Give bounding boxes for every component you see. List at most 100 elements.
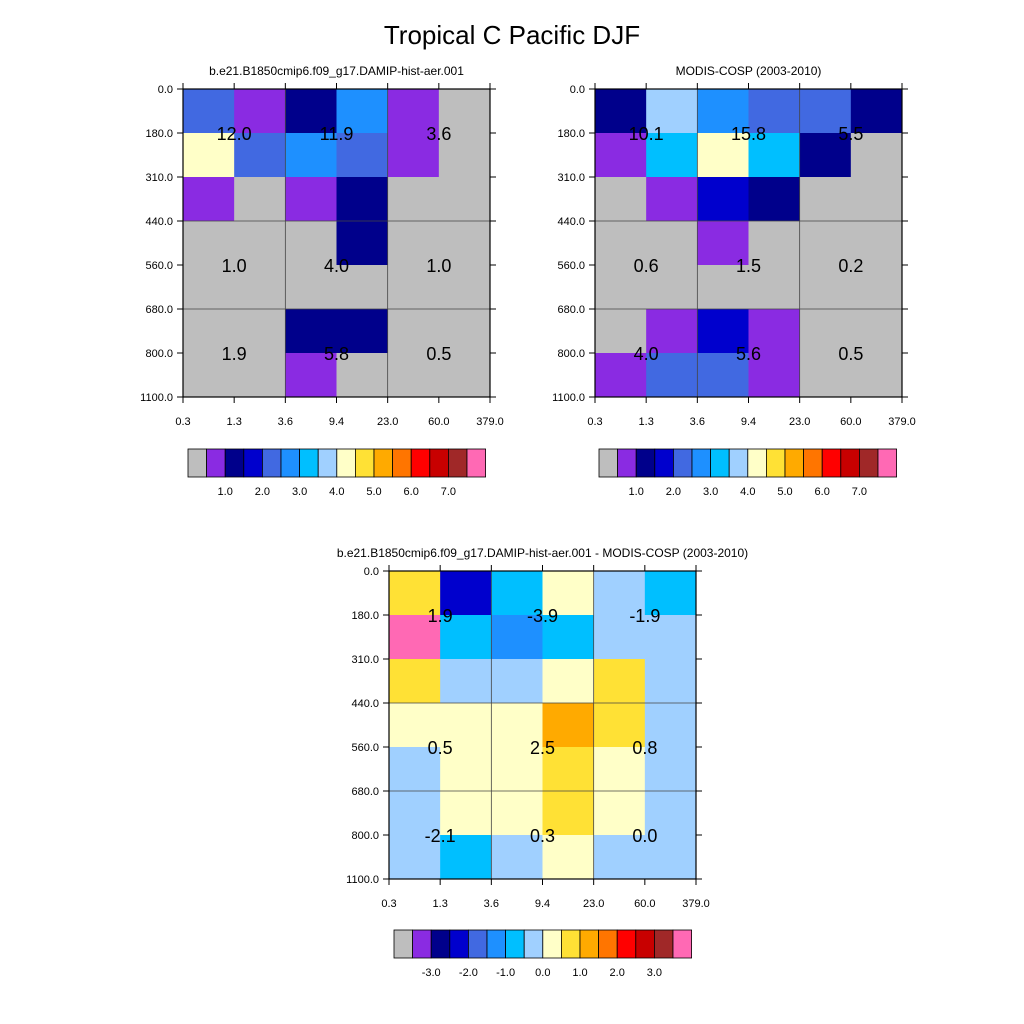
cell-value-label: 0.5 xyxy=(838,344,863,364)
cell-value-label: 1.0 xyxy=(426,256,451,276)
heatmap-cell xyxy=(593,571,646,616)
heatmap-cell xyxy=(850,353,903,398)
heatmap-cell xyxy=(646,221,698,266)
colorbar-label: 1.0 xyxy=(572,967,587,979)
colorbar-label: 3.0 xyxy=(292,486,307,498)
cell-value-label: 0.5 xyxy=(428,738,453,758)
heatmap-cell xyxy=(440,615,492,660)
y-tick-label: 560.0 xyxy=(145,260,173,272)
y-tick-label: 310.0 xyxy=(557,172,585,184)
heatmap-cell xyxy=(799,89,852,134)
heatmap-cell xyxy=(491,703,543,748)
x-tick-label: 3.6 xyxy=(278,416,293,428)
cell-value-label: 5.5 xyxy=(838,124,863,144)
heatmap-cell xyxy=(387,309,440,354)
cell-value-label: 4.0 xyxy=(324,256,349,276)
heatmap-cell xyxy=(438,89,491,134)
heatmap-cell xyxy=(850,221,903,266)
heatmap-cell xyxy=(285,309,337,354)
colorbar-label: 5.0 xyxy=(366,486,381,498)
heatmap-cell xyxy=(389,571,441,616)
x-tick-label: 23.0 xyxy=(789,416,810,428)
colorbar-swatch xyxy=(654,448,674,478)
heatmap-cell xyxy=(748,353,801,398)
heatmap-cell xyxy=(336,89,389,134)
colorbar-swatch xyxy=(410,448,431,478)
heatmap-cell xyxy=(646,89,698,134)
heatmap-cell xyxy=(491,615,543,660)
cell-value-label: 3.6 xyxy=(426,124,451,144)
heatmap-cell xyxy=(389,747,441,792)
heatmap-cell xyxy=(387,265,440,310)
colorbar-label: -3.0 xyxy=(422,967,441,979)
heatmap-cell xyxy=(234,265,286,310)
heatmap-cell xyxy=(644,615,697,660)
cell-value-label: -3.9 xyxy=(527,606,558,626)
heatmap-cell xyxy=(799,133,852,178)
colorbar-swatch xyxy=(336,448,356,478)
colorbar-label: 2.0 xyxy=(255,486,270,498)
chart-panel-3: b.e21.B1850cmip6.f09_g17.DAMIP-hist-aer.… xyxy=(337,546,748,979)
colorbar-swatch xyxy=(354,448,375,478)
colorbar-swatch xyxy=(429,448,449,478)
colorbar-swatch xyxy=(447,448,468,478)
colorbar-swatch xyxy=(617,448,637,478)
heatmap-cell xyxy=(646,309,698,354)
cell-value-label: 5.6 xyxy=(736,344,761,364)
colorbar-label: 2.0 xyxy=(666,486,681,498)
heatmap-cell xyxy=(387,89,440,134)
heatmap-cell xyxy=(491,835,543,880)
heatmap-cell xyxy=(850,177,903,222)
colorbar-swatch xyxy=(598,448,619,478)
colorbar-swatch xyxy=(392,448,412,478)
panels-group: b.e21.B1850cmip6.f09_g17.DAMIP-hist-aer.… xyxy=(140,64,916,979)
colorbar-swatch xyxy=(449,929,469,959)
colorbar-label: 2.0 xyxy=(610,967,625,979)
colorbar-swatch xyxy=(747,448,767,478)
colorbar-swatch xyxy=(467,929,488,959)
y-tick-label: 440.0 xyxy=(351,698,379,710)
x-tick-label: 23.0 xyxy=(583,898,604,910)
chart-title: b.e21.B1850cmip6.f09_g17.DAMIP-hist-aer.… xyxy=(209,64,464,78)
cell-value-label: -1.9 xyxy=(629,606,660,626)
heatmap-cell xyxy=(593,791,646,836)
cell-value-label: 0.0 xyxy=(632,826,657,846)
heatmap-cell xyxy=(850,89,903,134)
heatmap-cell xyxy=(799,353,852,398)
colorbar-swatch xyxy=(784,448,805,478)
heatmap-cell xyxy=(387,221,440,266)
colorbar-swatch xyxy=(561,929,581,959)
heatmap-cell xyxy=(697,265,749,310)
colorbar-swatch xyxy=(542,929,562,959)
cell-value-label: 1.9 xyxy=(222,344,247,364)
heatmap-cell xyxy=(438,221,491,266)
heatmap-cell xyxy=(234,221,286,266)
y-tick-label: 440.0 xyxy=(145,216,173,228)
heatmap-cell xyxy=(438,353,491,398)
x-tick-label: 60.0 xyxy=(634,898,655,910)
heatmap-cell xyxy=(336,265,389,310)
heatmap-cell xyxy=(850,309,903,354)
colorbar-swatch xyxy=(187,448,208,478)
heatmap-cell xyxy=(697,309,749,354)
heatmap-cell xyxy=(234,309,286,354)
heatmap-cell xyxy=(799,265,852,310)
colorbar-label: 4.0 xyxy=(740,486,755,498)
heatmap-cell xyxy=(387,133,440,178)
heatmap-cell xyxy=(336,309,389,354)
colorbar-swatch xyxy=(261,448,282,478)
heatmap-cell xyxy=(748,177,801,222)
heatmap-cell xyxy=(748,133,801,178)
x-tick-label: 60.0 xyxy=(428,416,449,428)
heatmap-cell xyxy=(748,265,801,310)
y-tick-label: 0.0 xyxy=(570,84,585,96)
colorbar-swatch xyxy=(466,448,487,478)
y-tick-label: 0.0 xyxy=(158,84,173,96)
y-tick-label: 310.0 xyxy=(351,654,379,666)
heatmap-cell xyxy=(183,309,235,354)
heatmap-cell xyxy=(697,353,749,398)
colorbar-swatch xyxy=(840,448,860,478)
heatmap-cell xyxy=(285,177,337,222)
y-tick-label: 800.0 xyxy=(145,348,173,360)
cell-value-label: 1.9 xyxy=(428,606,453,626)
